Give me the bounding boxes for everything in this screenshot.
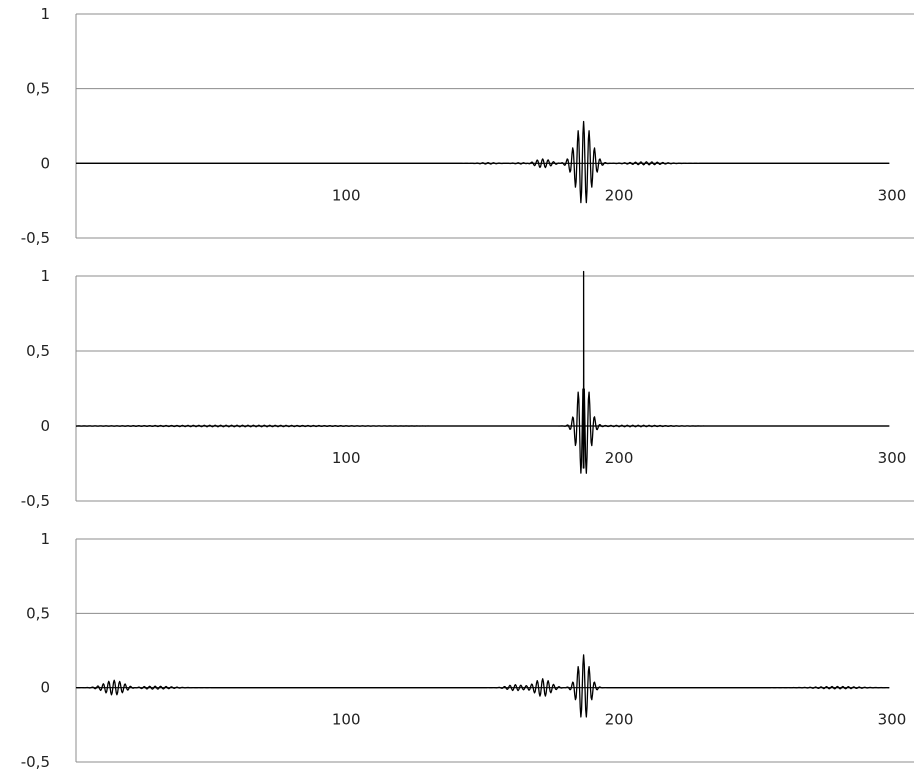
x-tick-label: 300: [878, 186, 907, 204]
signal-series-line: [75, 270, 890, 474]
chart-panel-1: 1 0,5 0 -0,5 100 200 300: [21, 5, 914, 247]
x-tick-label: 100: [332, 186, 361, 204]
y-tick-label: 1: [40, 530, 50, 548]
x-tick-label: 200: [605, 711, 634, 729]
y-tick-label: 0: [40, 154, 50, 172]
chart-panel-3: 1 0,5 0 -0,5 100 200 300: [21, 530, 914, 771]
x-tick-label: 200: [605, 186, 634, 204]
y-tick-label: 0: [40, 679, 50, 697]
chart-panel-2: 1 0,5 0 -0,5 100 200 300: [21, 267, 914, 510]
x-tick-label: 300: [878, 711, 907, 729]
signal-series-line: [76, 120, 890, 204]
x-tick-label: 300: [878, 449, 907, 467]
y-tick-label: 1: [40, 5, 50, 23]
y-tick-label: 1: [40, 267, 50, 285]
y-tick-label: 0,5: [26, 80, 50, 98]
x-tick-label: 100: [332, 449, 361, 467]
x-tick-label: 100: [332, 711, 361, 729]
y-tick-label: 0,5: [26, 604, 50, 622]
y-tick-label: 0,5: [26, 342, 50, 360]
y-tick-label: 0: [40, 417, 50, 435]
y-tick-label: -0,5: [21, 229, 50, 247]
y-tick-label: -0,5: [21, 753, 50, 771]
y-tick-label: -0,5: [21, 492, 50, 510]
x-tick-label: 200: [605, 449, 634, 467]
signal-series-line: [76, 654, 890, 718]
